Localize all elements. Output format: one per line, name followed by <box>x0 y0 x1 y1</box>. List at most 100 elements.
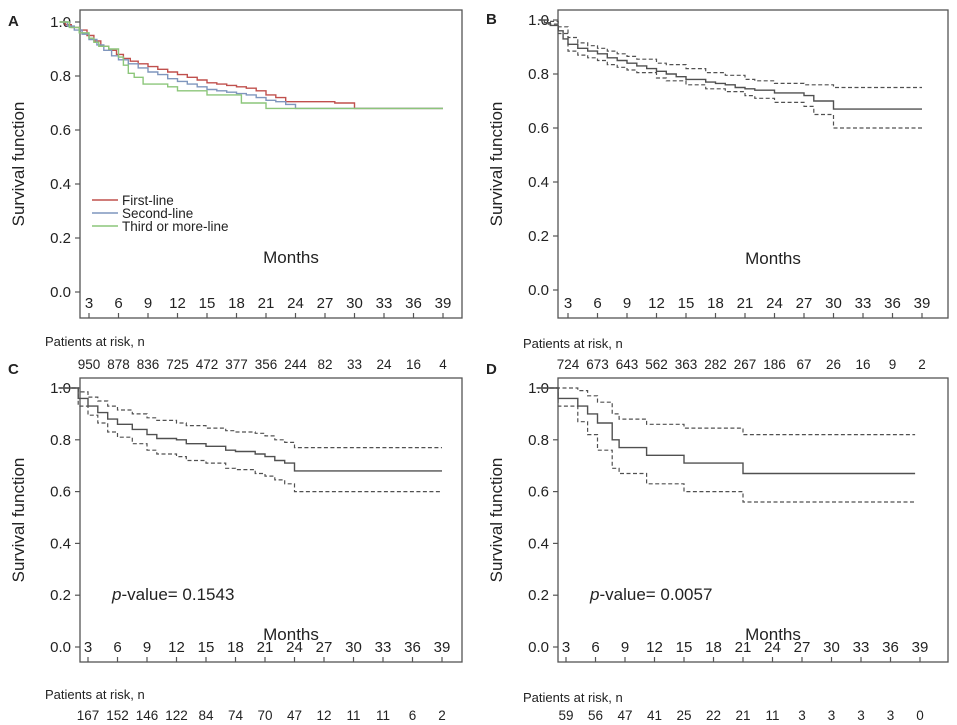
y-tick-label-a: 0.6 <box>50 122 71 139</box>
x-tick-label-a: 36 <box>405 295 422 312</box>
risk-count-c: 152 <box>106 708 129 723</box>
series-upper-95-ci-c <box>58 387 442 449</box>
series-estimate-b <box>538 19 922 110</box>
p-value-d: p-value= 0.0057 <box>589 585 712 604</box>
x-tick-label-c: 6 <box>113 639 121 656</box>
risk-count-d: 3 <box>887 708 895 723</box>
series-estimate-c <box>58 387 442 472</box>
x-tick-label-b: 30 <box>825 295 842 312</box>
x-tick-label-c: 12 <box>168 639 185 656</box>
risk-count-a: 4 <box>439 357 447 372</box>
risk-count-a: 16 <box>406 357 421 372</box>
x-tick-label-c: 21 <box>257 639 274 656</box>
x-tick-label-b: 3 <box>564 295 572 312</box>
x-tick-label-b: 33 <box>855 295 872 312</box>
risk-count-c: 84 <box>198 708 214 723</box>
y-tick-label-c: 0.4 <box>50 535 71 552</box>
risk-count-b: 26 <box>826 357 841 372</box>
risk-count-c: 146 <box>136 708 159 723</box>
x-tick-label-c: 3 <box>84 639 92 656</box>
risk-count-a: 82 <box>317 357 332 372</box>
risk-count-b: 643 <box>616 357 639 372</box>
panel-letter-b: B <box>486 11 497 28</box>
y-tick-label-d: 0.6 <box>528 484 549 501</box>
series-lower-95-ci-c <box>58 387 442 493</box>
x-tick-label-d: 15 <box>676 639 693 656</box>
x-axis-title-a: Months <box>263 248 319 267</box>
x-tick-label-d: 39 <box>912 639 929 656</box>
x-tick-label-c: 39 <box>434 639 451 656</box>
plot-frame-b <box>557 9 949 319</box>
y-tick-label-b: 0.0 <box>528 282 549 299</box>
x-tick-label-a: 6 <box>114 295 122 312</box>
y-tick-label-b: 0.2 <box>528 228 549 245</box>
risk-count-b: 673 <box>586 357 609 372</box>
x-axis-title-d: Months <box>745 625 801 644</box>
y-axis-title-b: Survival function <box>487 102 506 227</box>
x-tick-label-a: 30 <box>346 295 363 312</box>
x-tick-label-a: 24 <box>287 295 304 312</box>
series-upper-95-ci-b <box>538 19 922 89</box>
risk-count-c: 122 <box>165 708 188 723</box>
p-value-italic-p: p <box>111 585 121 604</box>
panel-letter-a: A <box>8 13 19 30</box>
x-tick-label-a: 15 <box>199 295 216 312</box>
risk-count-c: 70 <box>257 708 272 723</box>
risk-count-c: 74 <box>228 708 244 723</box>
panel-letter-c: C <box>8 361 19 378</box>
risk-table-title-b: Patients at risk, n <box>523 336 623 351</box>
x-tick-label-b: 18 <box>707 295 724 312</box>
x-tick-label-d: 6 <box>591 639 599 656</box>
risk-count-b: 562 <box>645 357 668 372</box>
y-tick-label-c: 0.6 <box>50 484 71 501</box>
y-axis-title-c: Survival function <box>9 458 28 583</box>
risk-table-title-a: Patients at risk, n <box>45 334 145 349</box>
x-tick-label-a: 3 <box>85 295 93 312</box>
risk-count-d: 0 <box>916 708 924 723</box>
risk-count-b: 67 <box>796 357 811 372</box>
x-tick-label-b: 15 <box>678 295 695 312</box>
risk-count-c: 6 <box>409 708 417 723</box>
p-value-text: -value= 0.0057 <box>599 585 712 604</box>
risk-count-c: 12 <box>316 708 331 723</box>
risk-count-d: 22 <box>706 708 721 723</box>
risk-count-a: 950 <box>78 357 101 372</box>
x-tick-label-d: 18 <box>705 639 722 656</box>
risk-count-d: 21 <box>735 708 750 723</box>
risk-count-d: 3 <box>798 708 806 723</box>
x-tick-label-c: 18 <box>227 639 244 656</box>
x-tick-label-d: 12 <box>646 639 663 656</box>
risk-table-title-c: Patients at risk, n <box>45 687 145 702</box>
x-tick-label-d: 24 <box>764 639 781 656</box>
x-tick-label-d: 21 <box>735 639 752 656</box>
p-value-text: -value= 0.1543 <box>121 585 234 604</box>
x-tick-label-a: 21 <box>258 295 275 312</box>
series-upper-95-ci-d <box>536 387 916 436</box>
x-tick-label-a: 18 <box>228 295 245 312</box>
risk-count-c: 2 <box>438 708 446 723</box>
risk-count-a: 377 <box>225 357 248 372</box>
risk-count-b: 9 <box>889 357 897 372</box>
x-axis-title-b: Months <box>745 249 801 268</box>
risk-count-d: 59 <box>558 708 573 723</box>
risk-count-a: 836 <box>137 357 160 372</box>
legend-label-first-line: First-line <box>122 193 174 208</box>
risk-count-c: 11 <box>346 708 360 723</box>
risk-count-a: 878 <box>107 357 130 372</box>
y-axis-title-d: Survival function <box>487 458 506 583</box>
plot-frame-c <box>79 377 463 663</box>
risk-count-d: 25 <box>676 708 691 723</box>
x-tick-label-a: 27 <box>317 295 334 312</box>
x-tick-label-b: 6 <box>593 295 601 312</box>
x-tick-label-d: 36 <box>882 639 899 656</box>
y-tick-label-b: 0.6 <box>528 120 549 137</box>
risk-count-d: 56 <box>588 708 603 723</box>
x-tick-label-c: 9 <box>143 639 151 656</box>
risk-count-b: 363 <box>675 357 698 372</box>
risk-count-d: 47 <box>617 708 632 723</box>
